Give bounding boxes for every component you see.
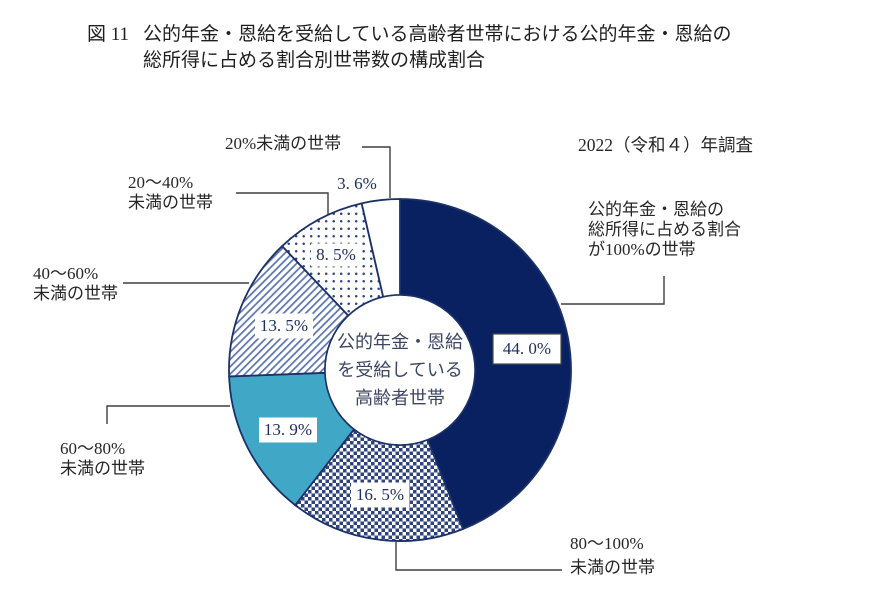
figure-number: 図 11 [87,24,130,45]
survey-note: 2022（令和４）年調査 [578,135,753,155]
value-box-pension-40-60 [255,313,313,339]
category-labels: 公的年金・恩給の総所得に占める割合が100%の世帯 80～100%未満の世帯 60～… [33,134,741,577]
value-text-pension-100: 44. 0% [503,339,551,358]
category-label-pension-under-20: 20%未満の世帯 [225,134,341,153]
figure-title-text: 公的年金・恩給を受給している高齢者世帯における公的年金・恩給の 総所得に占める割… [143,22,731,74]
value-text-pension-40-60: 13. 5% [260,316,308,335]
value-box-pension-80-100 [351,482,409,508]
figure-title-line1: 公的年金・恩給を受給している高齢者世帯における公的年金・恩給の [143,24,732,45]
value-text-pension-20-40: 8. 5% [316,245,356,264]
value-text-pension-60-80: 13. 9% [264,420,312,439]
category-label-pension-20-40: 20～40%未満の世帯 [128,173,213,212]
value-text-pension-under-20: 3. 6% [337,174,377,193]
value-labels: 44. 0% 16. 5% 13. 9% 13. 5% 8. 5% 3. 6% [255,172,562,508]
value-box-pension-100 [492,333,562,365]
figure-title: 図 11 公的年金・恩給を受給している高齢者世帯における公的年金・恩給の 総所得… [87,22,731,74]
category-label-pension-80-100: 80～100%未満の世帯 [570,534,655,577]
callout-line-pension-100 [561,276,665,305]
figure-title-line2: 総所得に占める割合別世帯数の構成割合 [143,50,486,71]
value-box-pension-60-80 [259,417,317,443]
category-label-pension-100: 公的年金・恩給の総所得に占める割合が100%の世帯 [588,200,741,259]
callout-line-pension-60-80 [106,405,230,424]
donut-center-hole [324,294,476,446]
donut-center-label: 公的年金・恩給を受給している高齢者世帯 [337,332,463,408]
value-box-pension-20-40 [311,243,361,267]
callout-line-pension-80-100 [395,542,562,571]
value-text-pension-80-100: 16. 5% [356,485,404,504]
callout-line-pension-under-20 [362,146,391,198]
value-box-pension-under-20 [332,172,382,196]
category-label-pension-60-80: 60～80%未満の世帯 [60,439,145,478]
category-label-pension-40-60: 40～60%未満の世帯 [33,264,118,303]
